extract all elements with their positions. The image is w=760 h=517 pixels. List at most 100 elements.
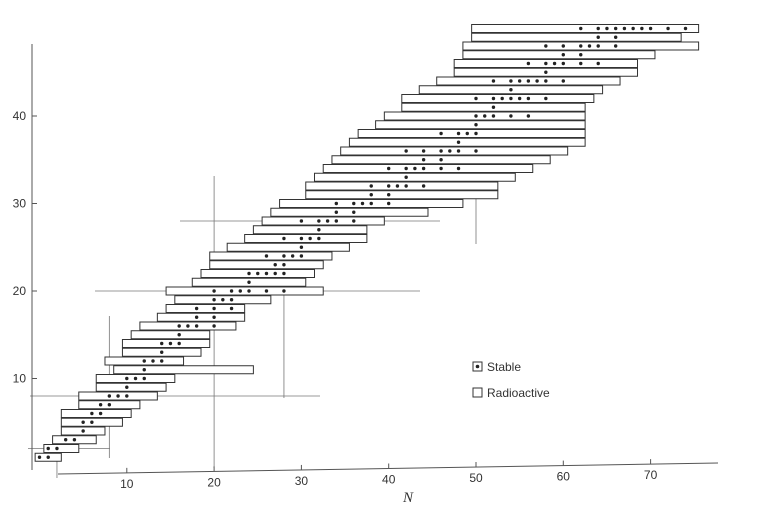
legend-radioactive-marker [472, 387, 483, 398]
stable-isotope-point [491, 114, 496, 118]
stable-isotope-point [160, 341, 164, 346]
isotope-row-z32 [305, 181, 499, 191]
stable-isotope-point [631, 26, 635, 31]
stable-isotope-point [229, 289, 234, 293]
stable-isotope-point [107, 394, 112, 398]
isotope-row-z6 [60, 409, 132, 418]
stable-isotope-point [334, 201, 339, 206]
stable-isotope-point [352, 219, 356, 223]
stable-isotope-point [160, 359, 164, 363]
isotope-row-z2 [43, 444, 80, 453]
stable-isotope-point [290, 254, 295, 258]
stable-isotope-point [133, 376, 138, 381]
legend: Stable Radioactive [472, 360, 550, 400]
stable-isotope-point [491, 105, 496, 109]
stable-isotope-point [666, 26, 670, 31]
isotope-row-z11 [113, 365, 254, 375]
stable-isotope-point [648, 26, 653, 31]
stable-isotope-point [264, 254, 269, 258]
stable-isotope-point [212, 289, 216, 293]
stable-isotope-point [334, 219, 339, 223]
isotope-row-z23 [209, 260, 324, 270]
stable-isotope-point [264, 271, 269, 276]
stable-isotope-point [317, 219, 321, 223]
isotope-row-z14 [121, 339, 211, 348]
stable-isotope-point [238, 289, 242, 293]
y-tick-label: 10 [13, 372, 27, 386]
stable-isotope-point [282, 263, 286, 267]
stable-isotope-point [229, 298, 234, 302]
stable-isotope-point [90, 420, 94, 424]
isotope-row-z28 [261, 216, 385, 226]
stable-isotope-point [552, 61, 557, 66]
stable-isotope-point [256, 271, 260, 276]
stable-isotope-point [517, 79, 522, 83]
stable-isotope-point [491, 79, 496, 83]
x-tick-label: 10 [120, 477, 134, 491]
stable-isotope-point [439, 166, 443, 171]
stable-isotope-point [579, 44, 583, 48]
isotope-row-z34 [322, 164, 534, 173]
stable-isotope-point [474, 123, 478, 127]
stable-isotope-point [404, 184, 408, 188]
stable-isotope-point [282, 271, 286, 276]
stable-isotope-point [264, 289, 269, 293]
stable-isotope-point [456, 140, 461, 144]
x-tick-label: 70 [644, 468, 658, 482]
stable-isotope-point [561, 79, 565, 83]
y-tick-label: 30 [13, 197, 27, 211]
stable-isotope-point [544, 61, 548, 66]
stable-isotope-point [98, 411, 103, 416]
stable-isotope-point [387, 193, 391, 197]
stable-isotope-point [98, 403, 103, 407]
stable-isotope-point [325, 219, 330, 223]
isotope-row-z31 [305, 190, 499, 200]
stable-isotope-point [317, 236, 321, 241]
stable-isotope-point [352, 201, 356, 206]
stable-isotope-point [55, 446, 59, 451]
y-tick-label: 20 [13, 284, 27, 298]
x-tick-label: 60 [557, 470, 571, 484]
isotope-row-z27 [252, 225, 368, 235]
stable-isotope-point [500, 96, 504, 101]
stable-isotope-point [544, 79, 548, 83]
stable-isotope-point [299, 254, 304, 258]
isotope-row-z15 [130, 330, 211, 340]
isotope-row-z29 [270, 207, 429, 217]
isotope-row-z49 [471, 32, 682, 42]
stable-isotope-point [640, 26, 644, 31]
stable-isotope-point [387, 201, 391, 206]
stable-isotope-point [579, 61, 583, 66]
stable-isotope-point [544, 96, 548, 101]
isotope-row-z20 [165, 286, 324, 296]
stable-isotope-point [448, 149, 452, 153]
stable-isotope-point [212, 298, 216, 302]
stable-isotope-point [387, 166, 391, 171]
stable-isotope-point [526, 114, 531, 118]
isotope-row-z18 [165, 304, 246, 313]
nuclide-cells [28, 24, 700, 478]
stable-isotope-point [509, 96, 513, 101]
isotope-row-z9 [95, 382, 167, 392]
stable-isotope-point [509, 79, 513, 83]
stable-isotope-point [579, 26, 583, 31]
stable-isotope-point [317, 228, 321, 232]
x-tick-label: 20 [207, 475, 221, 489]
stable-isotope-point [247, 289, 251, 293]
stable-isotope-point [613, 44, 618, 48]
isotope-row-z33 [313, 172, 516, 182]
stable-isotope-point [474, 96, 478, 101]
stable-isotope-point [404, 149, 408, 153]
isotope-row-z36 [340, 146, 569, 156]
stable-isotope-point [509, 88, 513, 92]
stable-isotope-point [535, 79, 539, 83]
stable-isotope-point [81, 429, 85, 433]
isotope-row-z47 [462, 50, 656, 60]
x-tick-label: 30 [295, 474, 309, 488]
stable-isotope-point [247, 280, 251, 284]
stable-isotope-point [421, 184, 426, 188]
stable-isotope-point [142, 359, 146, 363]
stable-isotope-point [212, 324, 216, 328]
stable-isotope-point [186, 324, 190, 328]
isotope-row-z26 [244, 234, 368, 243]
